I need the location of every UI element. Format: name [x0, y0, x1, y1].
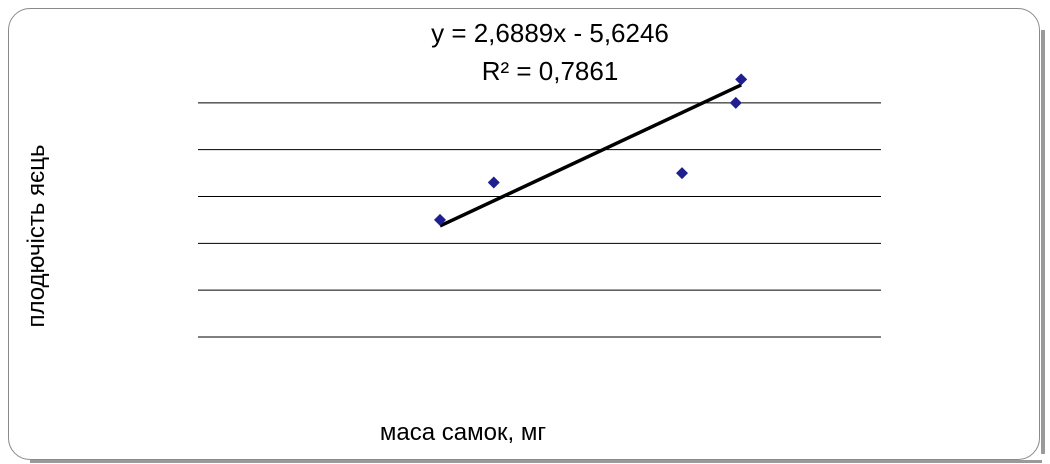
data-point: [730, 97, 742, 109]
data-point: [735, 73, 747, 85]
trendline-equation: y = 2,6889x - 5,6246: [400, 18, 700, 48]
y-axis-title: плодючість яєць: [23, 144, 51, 327]
data-point: [676, 167, 688, 179]
linear-trendline: [440, 85, 741, 226]
data-point: [488, 176, 500, 188]
x-axis-title: маса самок, мг: [380, 419, 546, 447]
gridlines: [198, 103, 881, 337]
trendline-r-squared: R² = 0,7861: [400, 56, 700, 86]
trendline-layer: [440, 85, 741, 226]
